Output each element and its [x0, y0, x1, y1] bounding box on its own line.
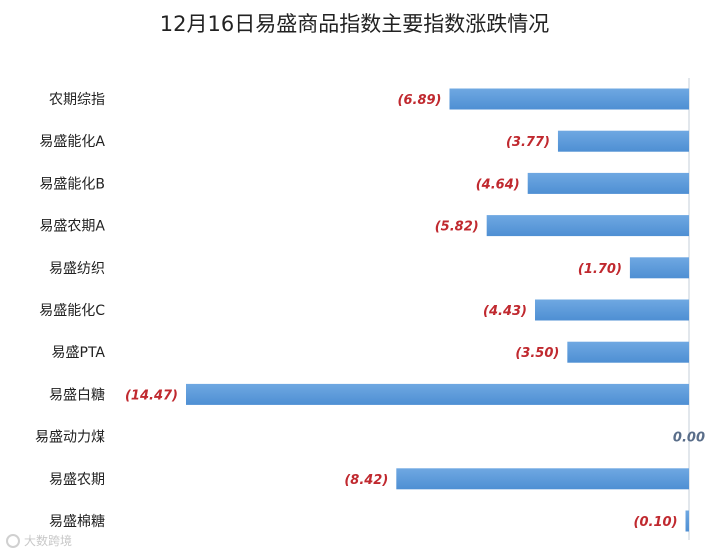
- bar: [567, 341, 689, 363]
- category-label: 易盛纺织: [49, 261, 105, 277]
- bar: [486, 215, 689, 237]
- bar: [629, 257, 689, 279]
- category-label: 易盛PTA: [52, 345, 106, 361]
- category-label: 易盛能化C: [39, 303, 105, 319]
- category-label: 易盛棉糖: [49, 513, 105, 530]
- category-label: 易盛能化A: [39, 134, 105, 150]
- bar: [186, 383, 689, 405]
- value-label: (4.64): [476, 177, 520, 192]
- value-label: (0.10): [634, 515, 678, 530]
- chart-title: 12月16日易盛商品指数主要指数涨跌情况: [159, 12, 550, 36]
- category-label: 农期综指: [49, 92, 105, 108]
- value-label: (14.47): [125, 388, 178, 403]
- bars-layer: 农期综指 (6.89) 易盛能化A (3.77) 易盛能化B (4.64) 易盛农期A (5.…: [35, 88, 705, 532]
- category-label: 易盛动力煤: [35, 430, 105, 446]
- category-label: 易盛白糖: [49, 387, 105, 403]
- value-label: (3.77): [506, 135, 550, 150]
- value-label: (3.50): [515, 346, 559, 361]
- bar: [449, 88, 689, 110]
- bar: [685, 510, 689, 532]
- bar: [535, 299, 689, 321]
- bar: [557, 130, 689, 152]
- category-label: 易盛能化B: [39, 176, 105, 192]
- watermark: 大数跨境: [6, 532, 72, 549]
- watermark-logo-icon: [6, 533, 20, 548]
- value-label: (4.43): [483, 304, 527, 319]
- value-label: (5.82): [435, 220, 479, 235]
- value-label: (6.89): [398, 93, 442, 108]
- value-label: (1.70): [578, 262, 622, 277]
- value-label: (8.42): [344, 473, 388, 488]
- value-label: 0.00: [673, 431, 705, 446]
- bar: [527, 172, 689, 194]
- watermark-text: 大数跨境: [24, 534, 73, 548]
- bar: [396, 468, 689, 490]
- category-label: 易盛农期A: [39, 219, 105, 235]
- category-label: 易盛农期: [49, 472, 105, 488]
